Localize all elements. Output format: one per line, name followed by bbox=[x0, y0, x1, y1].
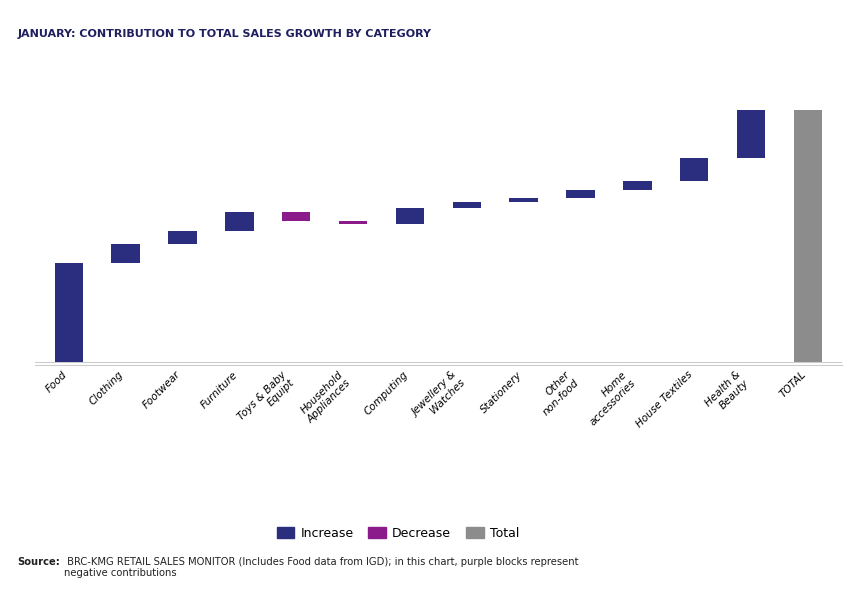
Bar bbox=[452, 203, 481, 208]
Bar bbox=[680, 158, 708, 181]
Bar bbox=[566, 190, 595, 198]
Bar bbox=[737, 110, 766, 158]
Bar bbox=[396, 208, 424, 224]
Text: Source:: Source: bbox=[17, 557, 60, 567]
Bar bbox=[339, 221, 367, 224]
Legend: Increase, Decrease, Total: Increase, Decrease, Total bbox=[272, 522, 524, 545]
Bar bbox=[793, 110, 822, 362]
Bar bbox=[55, 263, 83, 362]
Bar bbox=[282, 212, 311, 221]
Bar bbox=[111, 244, 140, 263]
Bar bbox=[623, 181, 652, 190]
Bar bbox=[225, 212, 253, 231]
Bar bbox=[510, 198, 538, 203]
Text: BRC-KMG RETAIL SALES MONITOR (Includes Food data from IGD); in this chart, purpl: BRC-KMG RETAIL SALES MONITOR (Includes F… bbox=[64, 557, 579, 578]
Text: JANUARY: CONTRIBUTION TO TOTAL SALES GROWTH BY CATEGORY: JANUARY: CONTRIBUTION TO TOTAL SALES GRO… bbox=[17, 29, 431, 39]
Bar bbox=[168, 231, 197, 244]
